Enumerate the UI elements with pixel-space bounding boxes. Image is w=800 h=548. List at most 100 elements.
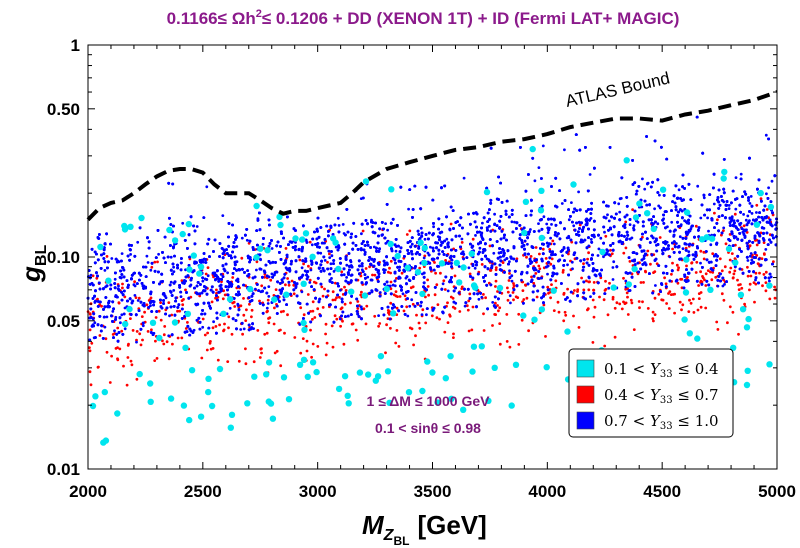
scatter-point [341,293,345,296]
scatter-point [546,272,549,276]
scatter-point [549,262,553,266]
scatter-point [300,290,304,294]
scatter-point [498,322,502,325]
scatter-point [768,297,772,301]
scatter-point [284,247,288,250]
scatter-point [244,362,248,366]
scatter-point [680,308,683,312]
scatter-point [426,285,430,288]
scatter-point [263,273,267,276]
scatter-point [622,300,625,304]
scatter-point [389,259,393,263]
scatter-point [377,314,380,317]
scatter-point [330,254,334,258]
scatter-point [487,224,491,228]
scatter-point [103,325,107,329]
scatter-point [290,279,294,283]
scatter-point [722,298,726,302]
scatter-point [761,284,764,288]
scatter-point [552,242,556,246]
scatter-point [373,273,377,277]
scatter-point [619,197,623,200]
scatter-point [302,262,305,266]
scatter-point [537,222,540,226]
scatter-point [768,279,771,283]
scatter-point [496,290,499,293]
scatter-point [489,269,493,272]
scatter-point [544,335,547,338]
scatter-point [266,298,270,302]
scatter-point [120,313,124,317]
scatter-point [356,300,360,303]
scatter-point [598,295,601,299]
scatter-point [442,279,446,283]
scatter-point [414,334,417,338]
scatter-point [221,297,225,301]
scatter-point [613,335,617,339]
scatter-point [293,336,297,339]
scatter-point [276,294,280,298]
scatter-point [179,295,183,298]
scatter-point [282,309,285,313]
scatter-point [446,289,450,293]
scatter-point [171,342,174,346]
scatter-point [562,293,566,296]
scatter-point [172,265,176,269]
scatter-point [578,223,582,227]
scatter-point [356,307,360,310]
scatter-point [733,212,737,216]
scatter-point [328,256,332,259]
scatter-point [149,304,152,307]
scatter-point [599,276,603,280]
scatter-point [610,252,614,256]
scatter-point [684,246,688,250]
scatter-point [157,309,161,313]
scatter-point [626,295,629,299]
scatter-point [420,313,424,316]
scatter-point [364,322,368,326]
scatter-point [227,326,230,330]
scatter-point [362,307,366,311]
scatter-point [424,295,427,299]
scatter-point [137,296,141,300]
scatter-point [186,321,189,324]
scatter-point [466,308,470,312]
scatter-point [764,281,768,284]
scatter-point [679,224,683,228]
scatter-point [544,257,548,260]
scatter-point [689,227,693,231]
scatter-point [446,301,449,305]
scatter-point [748,254,752,258]
scatter-point [104,337,108,341]
scatter-point [737,332,740,336]
scatter-point [632,328,636,331]
scatter-point [665,302,668,305]
scatter-point [742,224,746,228]
scatter-point [755,211,758,214]
scatter-point [118,347,122,351]
scatter-point [241,332,245,336]
scatter-point [581,265,585,269]
scatter-point [733,269,737,273]
scatter-point [671,293,675,296]
scatter-point [162,342,166,346]
scatter-point [570,240,574,244]
scatter-point [299,351,303,355]
scatter-point [675,263,679,267]
scatter-point [657,292,661,296]
scatter-point [746,265,749,269]
scatter-point [219,273,223,276]
scatter-point [561,254,564,257]
scatter-point [699,305,703,309]
scatter-point [758,271,761,275]
scatter-point [268,316,272,320]
scatter-point [157,252,161,256]
scatter-point [113,329,116,333]
scatter-point [477,297,481,301]
scatter-point [373,314,377,318]
scatter-point [88,328,92,332]
scatter-point [677,188,681,192]
scatter-point [153,359,157,362]
scatter-point [636,261,640,265]
scatter-point [506,298,510,302]
